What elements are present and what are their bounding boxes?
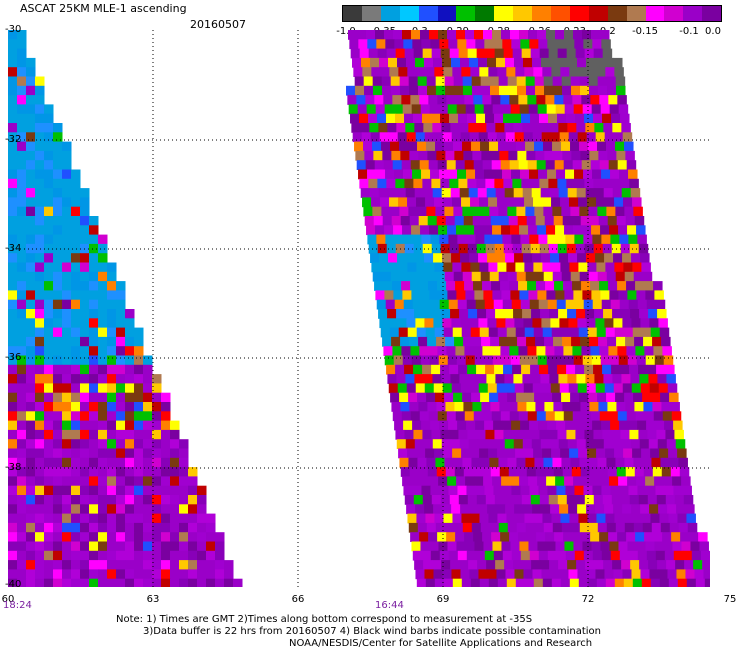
footnotes: Note: 1) Times are GMT 2)Times along bot… <box>0 614 740 650</box>
colorbar-swatch <box>475 6 495 21</box>
x-tick-label: 63 <box>146 594 160 605</box>
colorbar-swatch <box>532 6 551 21</box>
colorbar-label: 0.0 <box>705 26 721 37</box>
graticule <box>8 30 710 587</box>
map-plot-area <box>8 30 710 587</box>
x-tick-label: 75 <box>723 594 737 605</box>
colorbar-swatch <box>399 6 419 21</box>
swath-cells <box>8 30 710 587</box>
colorbar-label: -0.1 <box>679 26 699 37</box>
colorbar-swatch <box>664 6 684 21</box>
colorbar-swatch <box>361 6 381 21</box>
footnote-line: NOAA/NESDIS/Center for Satellite Applica… <box>289 638 593 649</box>
y-tick-label: -32 <box>5 134 22 145</box>
colorbar-swatch <box>550 6 570 21</box>
x-tick-label: 69 <box>436 594 450 605</box>
y-tick-label: -38 <box>5 462 22 473</box>
y-tick-label: -34 <box>5 243 22 254</box>
colorbar-swatch <box>343 6 362 21</box>
colorbar <box>342 5 722 22</box>
x-tick-label: 66 <box>291 594 305 605</box>
colorbar-swatch <box>683 6 703 21</box>
colorbar-swatch <box>456 6 476 21</box>
colorbar-label: -1.0 <box>336 26 356 37</box>
pass-time-label: 18:24 <box>3 600 32 611</box>
colorbar-swatch <box>494 6 514 21</box>
colorbar-swatch <box>418 6 438 21</box>
colorbar-swatch <box>588 6 608 21</box>
footnote-line: 3)Data buffer is 22 hrs from 20160507 4)… <box>143 626 601 637</box>
colorbar-swatch <box>513 6 533 21</box>
map-date: 20160507 <box>190 18 246 31</box>
y-tick-label: -36 <box>5 352 22 363</box>
colorbar-swatch <box>569 6 589 21</box>
colorbar-swatch <box>380 6 400 21</box>
map-title: ASCAT 25KM MLE-1 ascending <box>20 2 187 15</box>
x-tick-label: 60 <box>1 594 15 605</box>
y-tick-label: -30 <box>5 24 22 35</box>
colorbar-swatch <box>437 6 457 21</box>
x-tick-label: 72 <box>581 594 595 605</box>
colorbar-swatch <box>702 6 722 21</box>
y-tick-label: -40 <box>5 579 22 590</box>
colorbar-label: -0.15 <box>632 26 658 37</box>
pass-time-label: 16:44 <box>375 600 404 611</box>
colorbar-swatch <box>645 6 665 21</box>
colorbar-swatch <box>607 6 627 21</box>
footnote-line: Note: 1) Times are GMT 2)Times along bot… <box>116 614 533 625</box>
colorbar-swatch <box>626 6 646 21</box>
